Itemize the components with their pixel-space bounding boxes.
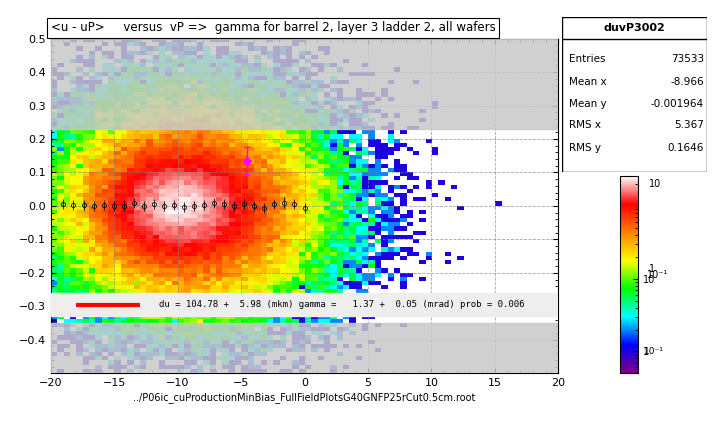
Text: duvP3002: duvP3002 [603,23,666,33]
X-axis label: ../P06ic_cuProductionMinBias_FullFieldPlotsG40GNFP25rCut0.5cm.root: ../P06ic_cuProductionMinBias_FullFieldPl… [133,392,476,403]
Text: <u - uP>     versus  vP =>  gamma for barrel 2, layer 3 ladder 2, all wafers: <u - uP> versus vP => gamma for barrel 2… [51,21,495,34]
Text: -0.001964: -0.001964 [651,99,704,109]
Text: 5.367: 5.367 [674,120,704,130]
Text: 10⁻¹: 10⁻¹ [647,269,668,280]
Text: 10⁻¹: 10⁻¹ [644,347,663,356]
Text: RMS y: RMS y [569,143,601,154]
Text: Mean y: Mean y [569,99,607,109]
Text: Entries: Entries [569,54,605,64]
Bar [51,323,558,373]
Text: -8.966: -8.966 [671,77,704,87]
Text: 73533: 73533 [671,54,704,64]
Text: 10: 10 [649,178,661,189]
Text: Mean x: Mean x [569,77,607,87]
Bar [51,39,558,129]
Text: du = 104.78 +  5.98 (mkm) gamma =   1.37 +  0.05 (mrad) prob = 0.006: du = 104.78 + 5.98 (mkm) gamma = 1.37 + … [159,300,524,309]
Text: 1: 1 [649,264,655,275]
Bar [51,296,558,313]
Text: 0.1646: 0.1646 [668,143,704,154]
Bar [51,293,558,316]
Text: RMS x: RMS x [569,120,601,130]
